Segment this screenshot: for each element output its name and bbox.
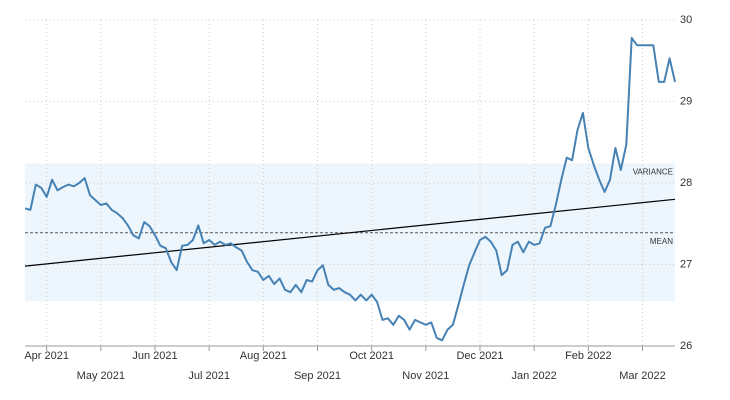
y-tick-label: 28: [680, 177, 692, 189]
y-tick-label: 29: [680, 95, 692, 107]
x-tick-label: Aug 2021: [240, 350, 287, 362]
variance-label: VARIANCE: [633, 168, 673, 177]
x-tick-label: Nov 2021: [402, 370, 449, 382]
x-tick-label: Jul 2021: [188, 370, 230, 382]
trend-line: [24, 198, 676, 267]
x-tick-label: Dec 2021: [456, 350, 503, 362]
x-tick-label: Jan 2022: [512, 370, 557, 382]
x-tick-label: Jun 2021: [132, 350, 177, 362]
y-tick-label: 26: [680, 340, 692, 352]
mean-label: MEAN: [650, 237, 673, 246]
x-tick-label: Apr 2021: [24, 350, 69, 362]
x-tick-label: May 2021: [77, 370, 125, 382]
y-tick-label: 30: [680, 14, 692, 26]
y-tick-label: 27: [680, 258, 692, 270]
x-tick-label: Sep 2021: [294, 370, 341, 382]
price-line: [24, 36, 676, 342]
x-tick-label: Oct 2021: [349, 350, 394, 362]
x-tick-label: Mar 2022: [619, 370, 665, 382]
x-tick-label: Feb 2022: [565, 350, 611, 362]
